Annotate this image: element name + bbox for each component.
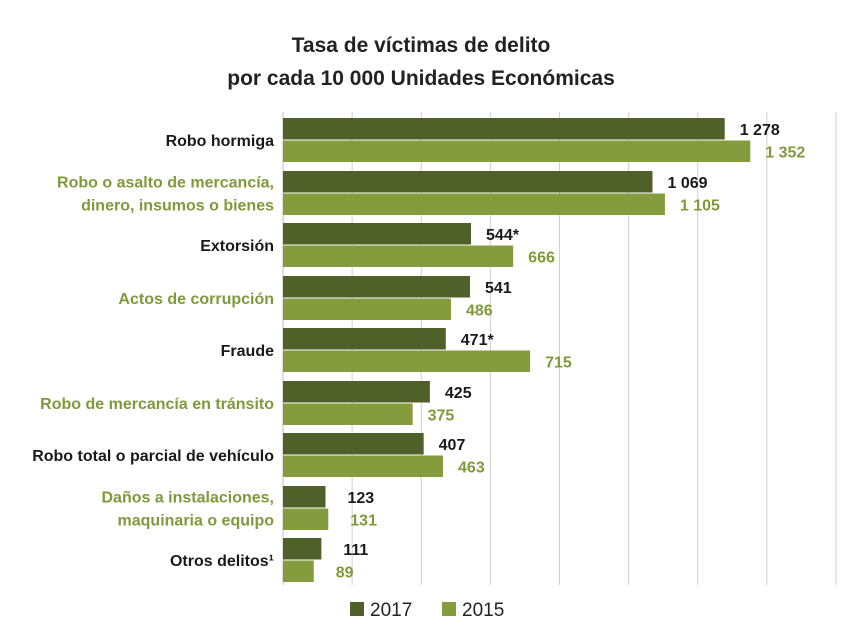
category-label: Robo o asalto de mercancía, <box>57 175 274 192</box>
bar-2017 <box>283 538 322 560</box>
chart-title-line: Tasa de víctimas de delito <box>292 34 551 57</box>
data-label-2017: 111 <box>343 542 368 559</box>
data-label-2017: 407 <box>439 437 466 454</box>
category-label: Robo hormiga <box>166 133 275 150</box>
bar-2015 <box>283 245 514 267</box>
data-label-2015: 1 352 <box>765 144 805 161</box>
legend-label-2015: 2015 <box>462 600 504 621</box>
value-labels: 1 278 1 352 1 069 1 105 544* 666 541 486 471* 715… <box>336 122 806 582</box>
bar-2015 <box>283 350 531 372</box>
chart-legend: 2017 2015 <box>350 600 504 621</box>
data-label-2015: 89 <box>336 564 354 581</box>
chart-title: Tasa de víctimas de delito por cada 10 00… <box>227 34 615 90</box>
bar-2017 <box>283 433 424 455</box>
bar-2017 <box>283 118 725 140</box>
category-label: Daños a instalaciones, <box>101 490 274 507</box>
bar-2015 <box>283 193 665 215</box>
category-label: Actos de corrupción <box>118 291 274 308</box>
data-label-2015: 375 <box>428 407 455 424</box>
bar-2017 <box>283 276 470 298</box>
data-label-2015: 715 <box>545 354 572 371</box>
data-label-2017: 544* <box>486 227 520 244</box>
data-label-2015: 486 <box>466 302 493 319</box>
data-label-2015: 1 105 <box>680 197 720 214</box>
data-label-2015: 463 <box>458 459 485 476</box>
chart-title-line: por cada 10 000 Unidades Económicas <box>227 67 615 90</box>
data-label-2015: 131 <box>350 512 377 529</box>
data-label-2017: 1 278 <box>740 122 780 139</box>
legend-swatch-2017 <box>350 602 364 616</box>
bar-2017 <box>283 171 653 193</box>
bar-2017 <box>283 486 326 508</box>
bar-2017 <box>283 328 446 350</box>
bar-2015 <box>283 508 329 530</box>
chart-bars <box>283 118 751 582</box>
bar-2017 <box>283 381 430 403</box>
data-label-2017: 471* <box>461 332 495 349</box>
data-label-2017: 1 069 <box>667 175 707 192</box>
bar-2015 <box>283 403 413 425</box>
bar-2015 <box>283 298 451 320</box>
bar-2017 <box>283 223 472 245</box>
category-label: Robo de mercancía en tránsito <box>40 396 274 413</box>
category-label: dinero, insumos o bienes <box>81 198 274 215</box>
legend-swatch-2015 <box>442 602 456 616</box>
category-label: Fraude <box>221 343 274 360</box>
bar-2015 <box>283 560 314 582</box>
category-label: Extorsión <box>200 238 274 255</box>
legend-label-2017: 2017 <box>370 600 412 621</box>
category-label: Robo total o parcial de vehículo <box>32 448 274 465</box>
data-label-2017: 425 <box>445 385 472 402</box>
data-label-2015: 666 <box>528 249 555 266</box>
category-label: Otros delitos¹ <box>170 553 274 570</box>
bar-2015 <box>283 455 444 477</box>
data-label-2017: 123 <box>348 490 375 507</box>
bar-2015 <box>283 140 751 162</box>
category-labels: Robo hormiga Robo o asalto de mercancía, d… <box>32 133 274 570</box>
data-label-2017: 541 <box>485 280 512 297</box>
category-label: maquinaria o equipo <box>118 513 275 530</box>
